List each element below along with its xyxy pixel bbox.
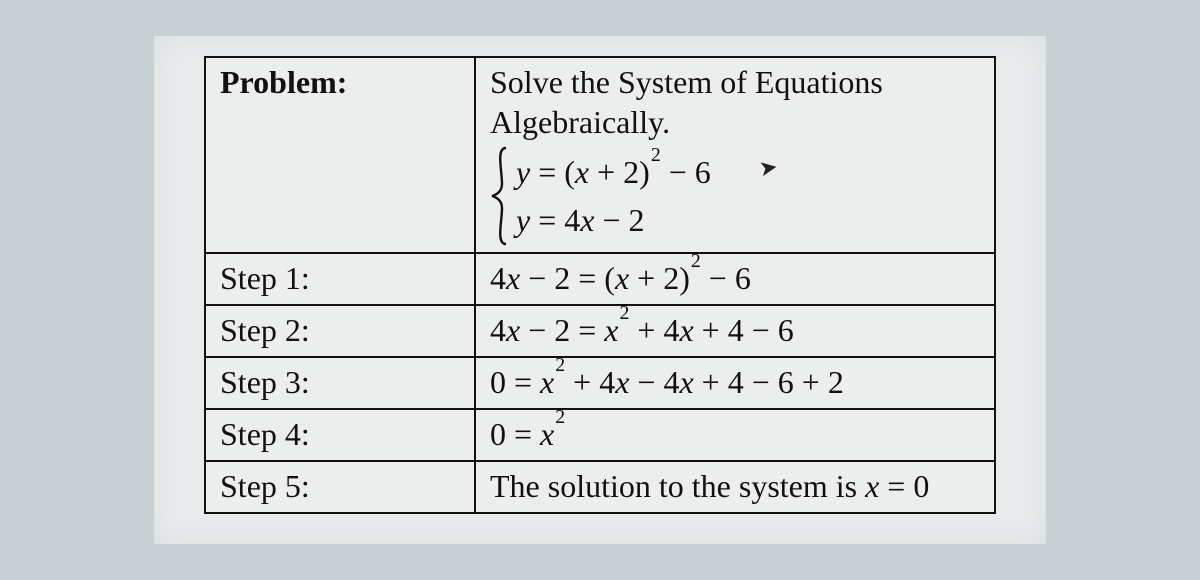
row-content: 4x − 2 = (x + 2)2 − 6 [475, 253, 995, 305]
table-row: Step 5: The solution to the system is x … [205, 461, 995, 513]
row-label: Step 5: [205, 461, 475, 513]
row-label: Step 2: [205, 305, 475, 357]
table-row: Step 2: 4x − 2 = x2 + 4x + 4 − 6 [205, 305, 995, 357]
row-label: Step 4: [205, 409, 475, 461]
table-row: Step 3: 0 = x2 + 4x − 4x + 4 − 6 + 2 [205, 357, 995, 409]
left-brace-icon [490, 146, 510, 246]
row-content: 0 = x2 + 4x − 4x + 4 − 6 + 2 [475, 357, 995, 409]
eq-text: y = (x + 2)2 − 6 [516, 154, 711, 190]
problem-heading: Solve the System of Equations Algebraica… [490, 62, 980, 142]
worksheet-sheet: Problem: Solve the System of Equations A… [154, 36, 1046, 544]
equation-system: y = (x + 2)2 − 6 ➤ y = 4x − 2 [490, 146, 980, 246]
table-row: Step 1: 4x − 2 = (x + 2)2 − 6 [205, 253, 995, 305]
system-eq2: y = 4x − 2 [516, 196, 777, 244]
row-content: 4x − 2 = x2 + 4x + 4 − 6 [475, 305, 995, 357]
row-content: Solve the System of Equations Algebraica… [475, 57, 995, 253]
row-label: Problem: [205, 57, 475, 253]
problem-table: Problem: Solve the System of Equations A… [204, 56, 996, 514]
row-content: The solution to the system is x = 0 [475, 461, 995, 513]
system-eq1: y = (x + 2)2 − 6 ➤ [516, 148, 777, 196]
table-row: Problem: Solve the System of Equations A… [205, 57, 995, 253]
row-label: Step 3: [205, 357, 475, 409]
table-row: Step 4: 0 = x2 [205, 409, 995, 461]
system-lines: y = (x + 2)2 − 6 ➤ y = 4x − 2 [510, 148, 777, 244]
row-label: Step 1: [205, 253, 475, 305]
cursor-icon: ➤ [756, 150, 780, 186]
row-content: 0 = x2 [475, 409, 995, 461]
